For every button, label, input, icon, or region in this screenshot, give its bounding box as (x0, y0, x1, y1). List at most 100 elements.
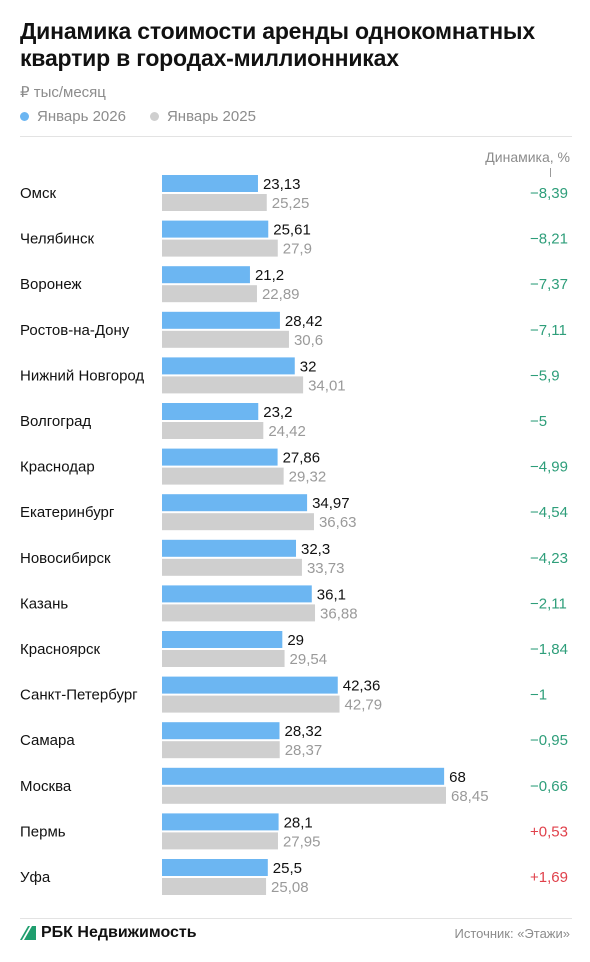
category-label: Краснодар (20, 459, 95, 476)
data-label-2025: 42,79 (345, 697, 383, 714)
bar-2025 (162, 422, 264, 439)
change-label: −4,99 (530, 459, 568, 476)
data-label-2026: 68 (449, 769, 466, 786)
bar-2025 (162, 878, 267, 895)
category-label: Самара (20, 732, 75, 749)
change-label: −7,37 (530, 276, 568, 293)
change-label: −5 (530, 413, 547, 430)
category-label: Санкт-Петербург (20, 687, 138, 704)
category-label: Уфа (20, 869, 51, 886)
bar-2025 (162, 285, 257, 303)
data-label-2026: 34,97 (312, 495, 350, 512)
bar-2026 (162, 220, 269, 238)
change-label: −5,9 (530, 367, 560, 384)
bar-2025 (162, 650, 285, 667)
data-label-2026: 32,3 (301, 541, 330, 558)
brand-logo-icon (20, 926, 36, 940)
category-label: Красноярск (20, 641, 101, 658)
bar-2025 (162, 330, 289, 348)
legend-dot-2025 (149, 112, 159, 121)
data-label-2025: 27,9 (283, 241, 312, 258)
data-label-2026: 23,2 (263, 404, 292, 421)
data-label-2025: 68,45 (451, 788, 489, 805)
change-label: −1 (530, 687, 547, 704)
bar-2026 (162, 357, 295, 375)
data-label-2026: 28,42 (285, 313, 323, 330)
data-label-2025: 36,63 (319, 514, 357, 531)
unit-label: ₽ тыс/месяц (20, 84, 106, 101)
data-label-2025: 25,25 (272, 195, 310, 212)
change-label: −8,21 (530, 231, 568, 248)
data-label-2026: 23,13 (263, 176, 301, 193)
category-label: Москва (20, 778, 72, 795)
data-label-2025: 28,37 (285, 742, 323, 759)
data-label-2026: 42,36 (343, 678, 381, 695)
data-label-2026: 28,32 (285, 723, 323, 740)
category-label: Челябинск (20, 231, 94, 248)
change-label: −0,66 (530, 778, 568, 795)
bar-2025 (162, 695, 340, 713)
change-label: −4,23 (530, 550, 568, 567)
category-label: Пермь (20, 823, 66, 840)
change-label: −0,95 (530, 732, 568, 749)
bottom-divider (20, 918, 572, 919)
change-label: −2,11 (530, 595, 567, 612)
bar-2026 (162, 722, 280, 740)
bar-2025 (162, 832, 278, 850)
data-label-2026: 36,1 (317, 586, 346, 603)
data-label-2026: 28,1 (284, 814, 313, 831)
dynamics-header: Динамика, % (485, 149, 570, 165)
bar-2026 (162, 175, 258, 192)
category-label: Нижний Новгород (20, 367, 144, 384)
legend-label-2025: Январь 2025 (166, 108, 256, 125)
chart-title: Динамика стоимости аренды однокомнатных … (20, 18, 535, 71)
data-label-2026: 32 (300, 358, 317, 375)
legend-item-2026: Январь 2026 (20, 108, 126, 125)
bar-2026 (162, 539, 297, 557)
source-note: Источник: «Этажи» (454, 926, 570, 941)
top-divider (20, 136, 572, 137)
legend-dot-2026 (20, 112, 29, 121)
bar-2025 (162, 786, 446, 804)
data-label-2025: 22,89 (262, 286, 300, 303)
brand-logo: РБК Недвижимость (20, 924, 197, 942)
data-label-2025: 33,73 (307, 560, 345, 577)
data-label-2026: 27,86 (283, 450, 321, 467)
bar-2026 (162, 813, 279, 831)
bar-2026 (162, 448, 278, 466)
category-label: Ростов-на-Дону (20, 322, 130, 339)
change-label: −1,84 (530, 641, 568, 658)
data-label-2025: 30,6 (294, 332, 323, 349)
change-label: −8,39 (530, 185, 568, 202)
bar-2025 (162, 513, 314, 531)
data-label-2025: 24,42 (268, 423, 306, 440)
category-label: Екатеринбург (20, 504, 115, 521)
bar-2025 (162, 467, 284, 485)
bar-2026 (162, 631, 283, 648)
category-label: Казань (20, 595, 68, 612)
bar-2026 (162, 585, 312, 603)
brand-name: РБК Недвижимость (41, 924, 197, 941)
bar-2025 (162, 558, 302, 576)
bar-2026 (162, 767, 445, 785)
bar-2026 (162, 859, 268, 876)
data-label-2026: 25,5 (273, 860, 302, 877)
change-label: +1,69 (530, 869, 568, 886)
category-label: Новосибирск (20, 550, 111, 567)
bar-2025 (162, 741, 280, 759)
legend-label-2026: Январь 2026 (37, 108, 126, 125)
bar-2025 (162, 604, 316, 622)
data-label-2025: 29,32 (289, 469, 327, 486)
bar-2025 (162, 239, 278, 257)
legend: Январь 2026 Январь 2025 (20, 108, 280, 125)
bar-2026 (162, 311, 280, 329)
category-label: Омск (20, 185, 56, 202)
bar-2026 (162, 403, 259, 420)
bar-2025 (162, 376, 304, 394)
data-label-2025: 34,01 (308, 377, 346, 394)
category-label: Воронеж (20, 276, 82, 293)
bar-2026 (162, 266, 250, 284)
data-label-2025: 27,95 (283, 833, 321, 850)
data-label-2026: 25,61 (273, 222, 311, 239)
